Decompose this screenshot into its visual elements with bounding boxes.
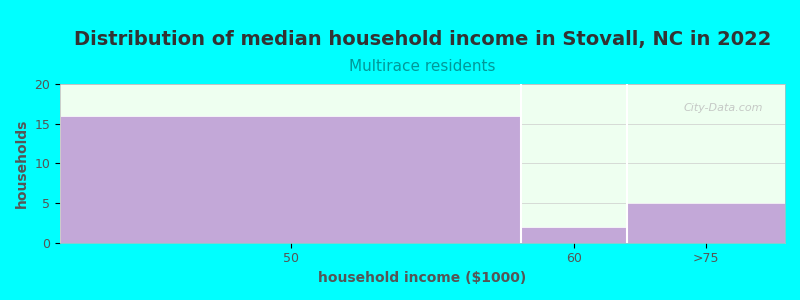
Title: Distribution of median household income in Stovall, NC in 2022: Distribution of median household income … xyxy=(74,30,771,49)
Bar xyxy=(522,227,627,243)
Bar xyxy=(627,203,785,243)
Text: City-Data.com: City-Data.com xyxy=(684,103,763,113)
Text: Multirace residents: Multirace residents xyxy=(350,59,496,74)
Bar xyxy=(60,116,522,243)
Y-axis label: households: households xyxy=(15,119,29,208)
X-axis label: household income ($1000): household income ($1000) xyxy=(318,271,526,285)
